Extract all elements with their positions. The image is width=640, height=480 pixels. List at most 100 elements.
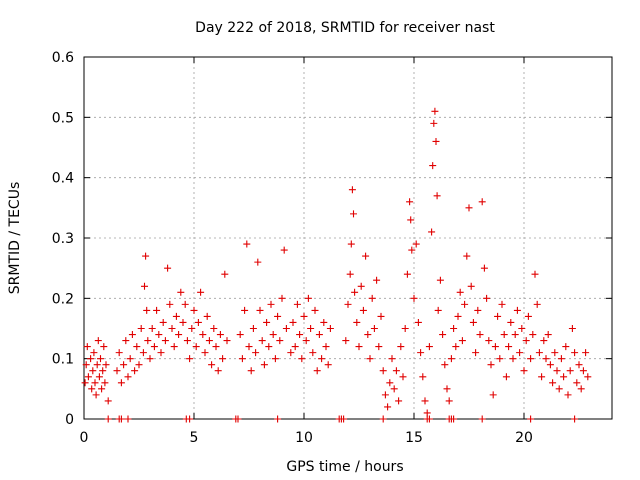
data-point [461,300,469,308]
data-point [269,331,277,339]
y-tick-label: 0.4 [52,171,74,187]
data-point [276,337,284,345]
data-point [267,300,275,308]
data-point [390,385,398,393]
y-tick-label: 0.1 [52,352,74,368]
data-point [433,192,441,200]
data-point [186,355,194,363]
data-point [439,331,447,339]
data-point [141,282,148,290]
data-point [452,343,460,351]
data-point [368,294,376,302]
data-point [467,282,475,290]
data-point [527,355,535,363]
plot-frame [83,56,613,420]
data-point [166,300,174,308]
data-point [472,349,480,357]
data-point [194,318,202,326]
data-point [579,367,587,375]
data-point [560,373,568,381]
data-point [346,270,354,278]
data-point [212,343,220,351]
data-point [142,252,150,260]
data-point [388,355,396,363]
data-point [562,343,570,351]
data-point [410,294,418,302]
x-tick-label: 5 [190,430,199,446]
data-point [296,331,304,339]
data-point [498,300,506,308]
data-point [491,343,499,351]
data-point [375,343,383,351]
data-point [89,367,97,375]
data-point [293,300,301,308]
x-tick-label: 15 [405,430,423,446]
data-point [90,349,98,357]
data-point [395,397,403,405]
data-point [172,312,180,320]
data-point [533,300,541,308]
data-point [93,361,101,369]
data-point [379,367,387,375]
data-point [197,288,205,296]
data-point [555,385,563,393]
data-point [430,119,438,127]
data-point [347,240,355,248]
data-point [379,415,387,423]
data-point [326,325,334,332]
data-point [445,397,453,405]
data-point [551,349,559,357]
data-point [507,318,515,326]
data-point [568,325,576,332]
data-point [245,343,253,351]
data-point [414,318,422,326]
data-point [287,349,295,357]
data-point [221,270,229,278]
data-point [577,385,585,393]
data-point [120,361,128,369]
data-point [431,107,439,115]
data-point [179,318,187,326]
data-point [181,300,189,308]
data-point [425,415,433,423]
data-point [450,325,458,332]
data-point [342,337,350,345]
data-point [313,367,321,375]
data-point [474,306,482,314]
data-point [99,367,107,375]
data-point [87,355,95,363]
data-point [527,415,535,423]
data-point [463,252,471,260]
data-point [318,355,326,363]
data-point [177,288,185,296]
data-point [469,318,477,326]
data-point [104,415,112,423]
data-point [203,312,211,320]
data-point [324,361,332,369]
data-point [208,361,216,369]
data-point [238,355,246,363]
data-point [82,361,90,369]
axis-ticks: 0 0.1 0.2 0.3 0.4 0.5 0.6 0 5 10 15 20 [52,50,612,446]
data-point [483,294,491,302]
y-tick-label: 0.3 [52,231,74,247]
x-tick-label: 0 [80,430,89,446]
data-point [518,325,526,332]
x-tick-label: 20 [515,430,533,446]
data-point [373,276,381,284]
data-point [535,349,543,357]
data-point [137,325,145,332]
data-point [509,355,517,363]
data-point [573,379,581,387]
data-point [168,325,176,332]
data-point [113,367,121,375]
data-point [511,331,519,339]
data-point [155,331,163,339]
data-point [500,331,508,339]
data-point [124,373,132,381]
data-point [98,385,106,393]
data-point [291,343,299,351]
data-point [377,312,385,320]
data-point [309,349,317,357]
data-point [456,288,464,296]
